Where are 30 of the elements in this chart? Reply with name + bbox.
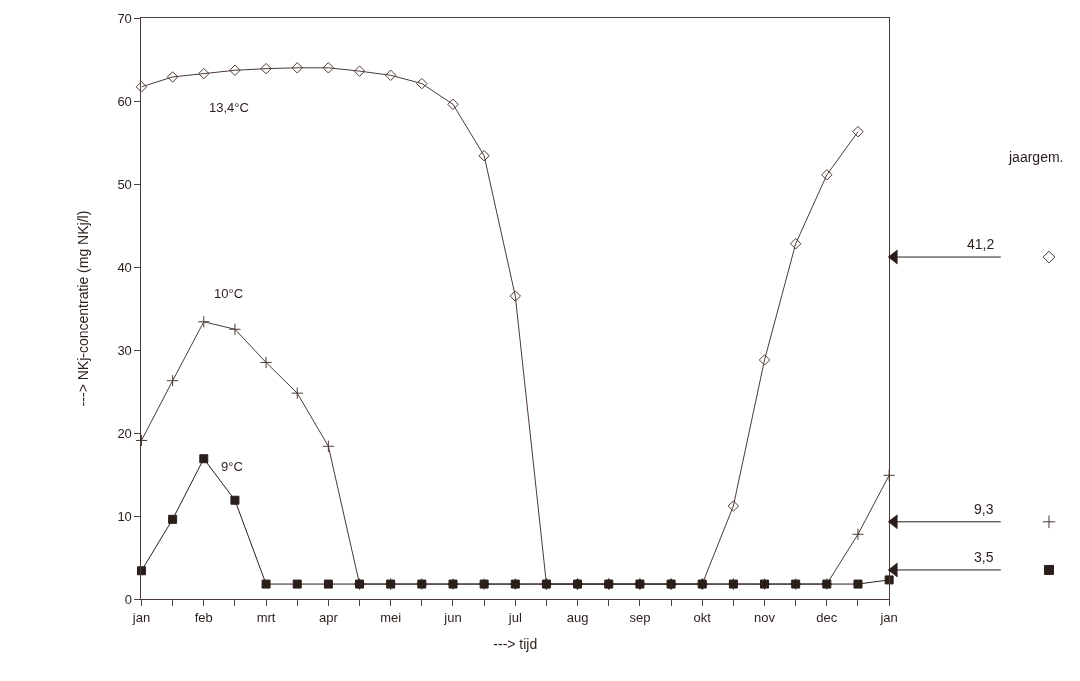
ref-line-label: 9,3 xyxy=(974,501,994,517)
y-tick-label: 40 xyxy=(117,259,132,275)
x-tick-label: dec xyxy=(816,609,838,625)
x-axis-title: ---> tijd xyxy=(493,635,538,652)
x-tick-label: feb xyxy=(194,609,213,625)
x-tick-label: sep xyxy=(629,609,651,625)
series-label: 10°C xyxy=(214,286,244,301)
y-tick-label: 20 xyxy=(117,425,132,441)
series-label: 13,4°C xyxy=(209,100,249,115)
x-tick-label: jan xyxy=(131,609,151,625)
x-tick-label: mei xyxy=(380,609,402,625)
x-tick-label: aug xyxy=(566,609,589,625)
x-tick-label: nov xyxy=(754,609,776,625)
y-tick-label: 10 xyxy=(117,508,132,524)
x-tick-label: jun xyxy=(443,609,462,625)
y-tick-label: 0 xyxy=(124,591,132,607)
y-axis-title: ---> NKj-concentratie (mg NKj/l) xyxy=(74,210,91,407)
series-label: 9°C xyxy=(221,459,243,474)
x-tick-label: jan xyxy=(879,609,898,625)
y-tick-label: 50 xyxy=(117,176,132,192)
text: jaargem. xyxy=(1008,149,1064,165)
x-tick-label: apr xyxy=(318,609,339,625)
y-tick-label: 60 xyxy=(117,93,132,109)
ref-line-label: 3,5 xyxy=(974,549,994,565)
x-tick-label: jul xyxy=(507,609,522,625)
ref-line-label: 41,2 xyxy=(967,236,995,252)
x-tick-label: okt xyxy=(693,609,712,625)
x-tick-label: mrt xyxy=(256,609,276,625)
y-tick-label: 30 xyxy=(117,342,132,358)
y-tick-label: 70 xyxy=(117,10,132,26)
